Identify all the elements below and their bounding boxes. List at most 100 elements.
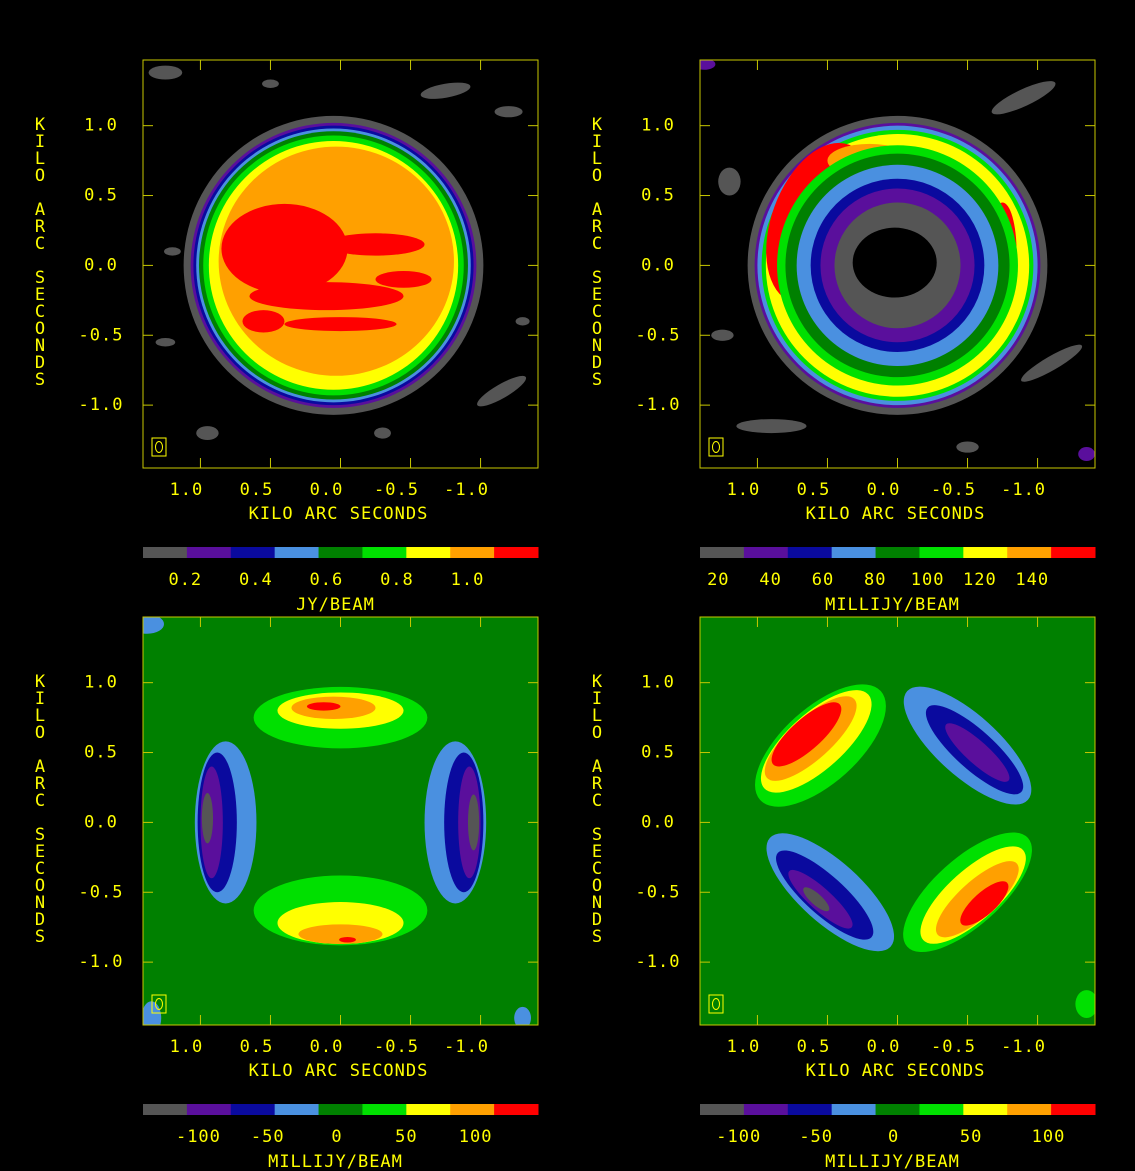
colorbar-segment <box>231 1104 275 1115</box>
x-tick-label: -0.5 <box>931 1037 976 1057</box>
colorbar-segment <box>788 1104 832 1115</box>
contour-region <box>374 427 391 438</box>
colorbar-segment <box>406 1104 450 1115</box>
x-tick-label: 0.0 <box>867 1037 901 1057</box>
contour-region <box>326 233 424 255</box>
y-axis-label: KILO ARC SECONDS <box>587 672 607 944</box>
contour-region <box>495 106 523 117</box>
contour-region <box>221 204 347 293</box>
x-tick-label: 0.0 <box>867 480 901 500</box>
image <box>143 60 538 468</box>
y-tick-label: 0.5 <box>641 743 675 763</box>
colorbar-tick-label: 0.4 <box>239 570 273 590</box>
x-tick-label: -1.0 <box>1001 1037 1046 1057</box>
colorbar-segment <box>319 1104 363 1115</box>
colorbar-segment <box>319 547 363 558</box>
colorbar-segment <box>963 1104 1007 1115</box>
colorbar-tick-label: 100 <box>911 570 945 590</box>
contour-region <box>307 702 341 710</box>
image-background <box>700 617 1095 1025</box>
colorbar-segment <box>919 1104 963 1115</box>
y-tick-label: -1.0 <box>79 952 124 972</box>
colorbar-segment <box>700 1104 744 1115</box>
colorbar-segment <box>494 547 538 558</box>
colorbar-segment <box>450 1104 494 1115</box>
figure: 1.0 0.5 0.0 -0.5 -1.0 1.0 0.5 0.0 -0.5 -1.0 KILO A… <box>0 0 1135 1171</box>
colorbar-segment <box>1051 547 1095 558</box>
colorbar-segment <box>919 547 963 558</box>
x-tick-label: 1.0 <box>727 1037 761 1057</box>
colorbar-tick-label: 80 <box>864 570 886 590</box>
colorbar-tick-label: 0.6 <box>310 570 344 590</box>
colorbar-tick-label: 1.0 <box>451 570 485 590</box>
colorbar-tick-label: -100 <box>716 1127 761 1147</box>
y-tick-label: -1.0 <box>636 395 681 415</box>
x-tick-label: 1.0 <box>170 480 204 500</box>
colorbar-tick-label: 0 <box>331 1127 342 1147</box>
y-tick-label: 1.0 <box>84 673 118 693</box>
colorbar-segment <box>744 1104 788 1115</box>
x-tick-label: 0.5 <box>240 480 274 500</box>
y-tick-label: 0.0 <box>84 812 118 832</box>
colorbar-segment <box>876 1104 920 1115</box>
colorbar-tick-label: 50 <box>960 1127 982 1147</box>
contour-region <box>516 317 530 325</box>
x-axis-label: KILO ARC SECONDS <box>249 1061 429 1081</box>
colorbar-segment <box>362 1104 406 1115</box>
colorbar-tick-label: 0 <box>888 1127 899 1147</box>
y-tick-label: 1.0 <box>84 116 118 136</box>
y-tick-label: -0.5 <box>636 325 681 345</box>
colorbar-tick-label: 100 <box>1032 1127 1066 1147</box>
x-tick-label: 1.0 <box>727 480 761 500</box>
x-axis-label: KILO ARC SECONDS <box>806 504 986 524</box>
colorbar-segment <box>143 547 187 558</box>
x-tick-label: 0.0 <box>310 1037 344 1057</box>
y-tick-label: 0.5 <box>641 186 675 206</box>
y-axis-label: KILO ARC SECONDS <box>30 115 50 387</box>
colorbar-segment <box>963 547 1007 558</box>
x-axis-label: KILO ARC SECONDS <box>806 1061 986 1081</box>
colorbar-segment <box>832 1104 876 1115</box>
colorbar-segment <box>275 1104 319 1115</box>
y-tick-label: 0.0 <box>84 255 118 275</box>
contour-region <box>149 66 183 80</box>
contour-region <box>249 282 403 310</box>
colorbar-tick-label: 20 <box>707 570 729 590</box>
colorbar-segment <box>494 1104 538 1115</box>
colorbar-tick-label: 140 <box>1015 570 1049 590</box>
contour-region <box>164 247 181 255</box>
y-tick-label: 1.0 <box>641 673 675 693</box>
colorbar-segment <box>406 547 450 558</box>
colorbar-segment <box>1051 1104 1095 1115</box>
colorbar-segment <box>275 547 319 558</box>
contour-region <box>339 937 356 943</box>
x-tick-label: 0.5 <box>797 1037 831 1057</box>
colorbar-tick-label: 50 <box>395 1127 417 1147</box>
contour-region <box>202 793 213 843</box>
y-tick-label: 0.0 <box>641 812 675 832</box>
y-tick-label: 0.5 <box>84 186 118 206</box>
colorbar-segment <box>788 547 832 558</box>
x-tick-label: 0.5 <box>797 480 831 500</box>
contour-region <box>718 168 740 196</box>
y-tick-label: -1.0 <box>636 952 681 972</box>
colorbar-segment <box>143 1104 187 1115</box>
colorbar-segment <box>832 547 876 558</box>
colorbar-segment <box>231 547 275 558</box>
x-tick-label: 1.0 <box>170 1037 204 1057</box>
y-tick-label: 1.0 <box>641 116 675 136</box>
contour-region <box>196 426 218 440</box>
x-tick-label: -0.5 <box>931 480 976 500</box>
colorbar-segment <box>744 547 788 558</box>
contour-region <box>736 419 806 433</box>
colorbar-tick-label: 100 <box>459 1127 493 1147</box>
image <box>693 59 1095 468</box>
y-axis-label: KILO ARC SECONDS <box>587 115 607 387</box>
colorbar-segment <box>1007 547 1051 558</box>
colorbar-segment <box>187 547 231 558</box>
colorbar-tick-label: -100 <box>176 1127 221 1147</box>
colorbar-label: MILLIJY/BEAM <box>825 595 960 615</box>
colorbar-label: JY/BEAM <box>296 595 375 615</box>
x-tick-label: 0.5 <box>240 1037 274 1057</box>
y-tick-label: 0.0 <box>641 255 675 275</box>
